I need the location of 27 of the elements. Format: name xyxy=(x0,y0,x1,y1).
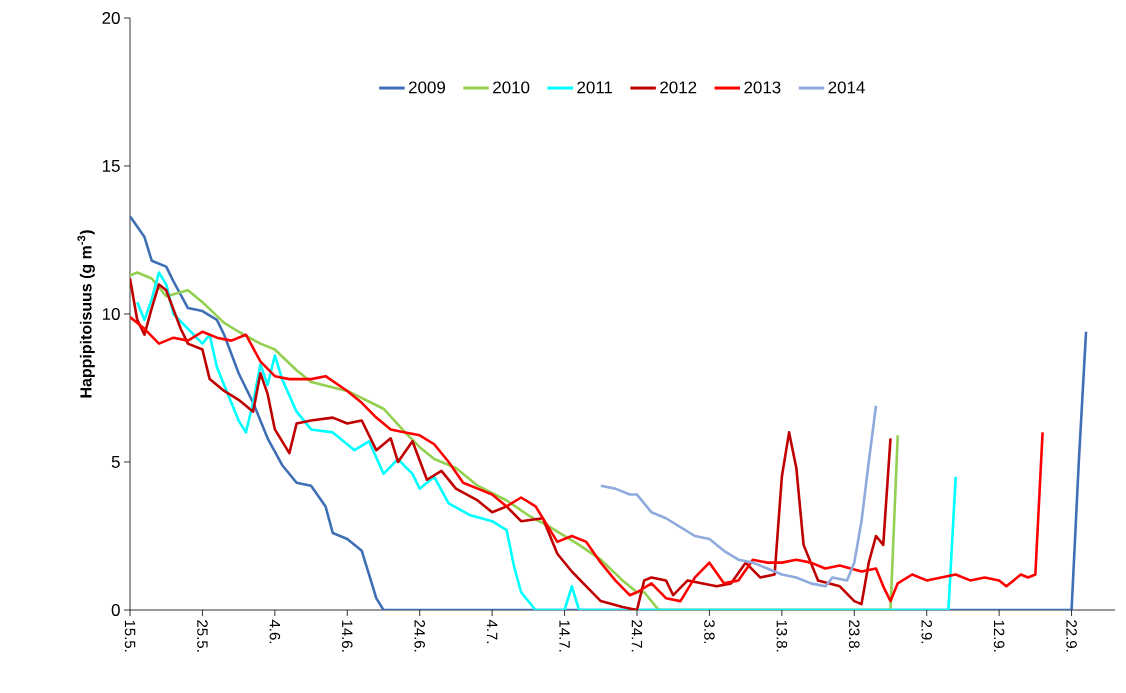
legend-label: 2012 xyxy=(660,81,697,94)
legend-label: 2009 xyxy=(409,81,446,94)
line-series xyxy=(599,404,878,588)
x-tick-label: 14.6. xyxy=(342,620,353,652)
x-tick-label: 23.8. xyxy=(848,620,860,652)
y-tick-label: 5 xyxy=(111,456,120,468)
x-tick-label: 24.7. xyxy=(631,620,643,652)
y-tick-label: 15 xyxy=(102,160,120,172)
x-tick-label: 15.5. xyxy=(124,620,136,652)
x-tick-label: 2.9. xyxy=(921,620,932,644)
legend-label: 2011 xyxy=(577,81,613,94)
x-tick-label: 12.9. xyxy=(993,620,1005,652)
x-tick-label: 25.5. xyxy=(197,620,208,652)
legend-label: 2014 xyxy=(828,81,865,94)
x-tick-label: 3.8. xyxy=(704,620,715,644)
x-tick-label: 4.6. xyxy=(269,619,281,644)
legend-label: 2013 xyxy=(744,81,781,94)
x-tick-label: 13.8. xyxy=(776,620,788,652)
x-tick-label: 14.7. xyxy=(559,620,570,652)
y-tick-label: 10 xyxy=(102,308,120,320)
y-tick-label: 20 xyxy=(102,11,120,24)
x-tick-label: 24.6. xyxy=(414,620,425,652)
y-tick-label: 0 xyxy=(111,604,120,616)
y-axis-title: Happipitoisuus (g m$^{-3}$) xyxy=(77,230,95,398)
legend-label: 2010 xyxy=(493,81,530,94)
x-tick-label: 22.9. xyxy=(1066,620,1077,652)
x-tick-label: 4.7. xyxy=(487,619,498,644)
